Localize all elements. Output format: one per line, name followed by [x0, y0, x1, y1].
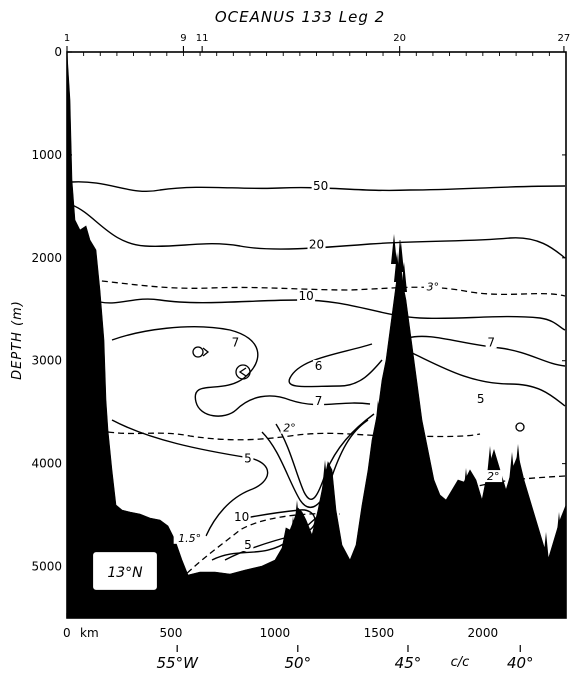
- contour-label: 3°: [427, 281, 440, 294]
- depth-tick-label: 1000: [31, 148, 62, 162]
- station-label: 27: [558, 33, 571, 44]
- contour-label: 7: [315, 394, 323, 408]
- distance-tick-label: 2000: [468, 626, 499, 640]
- contour-label: 1.5°: [178, 532, 201, 545]
- contour-label: 7: [232, 335, 240, 349]
- station-labels: 1 9 11 20 27: [64, 33, 570, 44]
- station-label: 1: [64, 33, 70, 44]
- distance-axis-tick-labels: 500 1000 1500 2000 0: [63, 626, 498, 640]
- contour-label: 5: [244, 538, 252, 552]
- eddy-marker-mid: [236, 365, 250, 379]
- longitude-label: 45°: [395, 654, 422, 672]
- contour-10: [100, 299, 565, 330]
- depth-tick-label: 2000: [31, 251, 62, 265]
- depth-tick-label: 3000: [31, 354, 62, 368]
- longitude-label: 55°W: [156, 654, 199, 672]
- contour-label: 50: [313, 179, 328, 193]
- eddy-marker-left: [193, 347, 203, 357]
- distance-tick-label: 0: [63, 626, 71, 640]
- bathymetry-spike: [515, 444, 521, 474]
- distance-tick-label: 1000: [260, 626, 291, 640]
- latitude-label: 13°N: [107, 565, 143, 581]
- station-label: 20: [393, 33, 406, 44]
- depth-tick-label: 5000: [31, 560, 62, 574]
- depth-tick-label: 4000: [31, 457, 62, 471]
- contour-label: 2°: [487, 470, 500, 483]
- depth-tick-label: 0: [54, 45, 62, 59]
- isotherm-3: [72, 278, 565, 296]
- contour-label: 6: [315, 359, 323, 373]
- contour-label: 2°: [283, 422, 296, 435]
- depth-axis-tick-labels: 0 1000 2000 3000 4000 5000: [31, 45, 62, 574]
- distance-tick-label: 1500: [364, 626, 395, 640]
- contour-6: [289, 344, 382, 387]
- distance-unit-label: km: [80, 626, 99, 640]
- station-ticks: [67, 46, 566, 56]
- eddy-markers: [193, 347, 524, 431]
- contour-label: 10: [234, 510, 249, 524]
- distance-tick-label: 500: [160, 626, 183, 640]
- contour-label: 7: [487, 335, 495, 349]
- contour-label: 5: [244, 452, 252, 466]
- station-label: 11: [196, 33, 209, 44]
- contour-label: 10: [298, 289, 313, 303]
- cc-label: c/c: [451, 655, 470, 670]
- eddy-marker-right: [516, 423, 524, 431]
- eddy-marker-arrow-mid: [240, 368, 246, 376]
- eddy-marker-arrow-left: [203, 348, 208, 356]
- contour-label: 5: [477, 392, 485, 406]
- station-label: 9: [180, 33, 186, 44]
- longitude-label: 50°: [284, 654, 311, 672]
- depth-axis-label: DEPTH (m): [10, 300, 25, 380]
- longitude-labels: 55°W 50° 45° 40°: [156, 654, 533, 672]
- bathymetry-spike: [391, 234, 397, 264]
- contour-label: 20: [309, 238, 324, 252]
- longitude-ticks: [177, 645, 520, 652]
- longitude-label: 40°: [507, 654, 534, 672]
- figure-title: OCEANUS 133 Leg 2: [215, 8, 385, 26]
